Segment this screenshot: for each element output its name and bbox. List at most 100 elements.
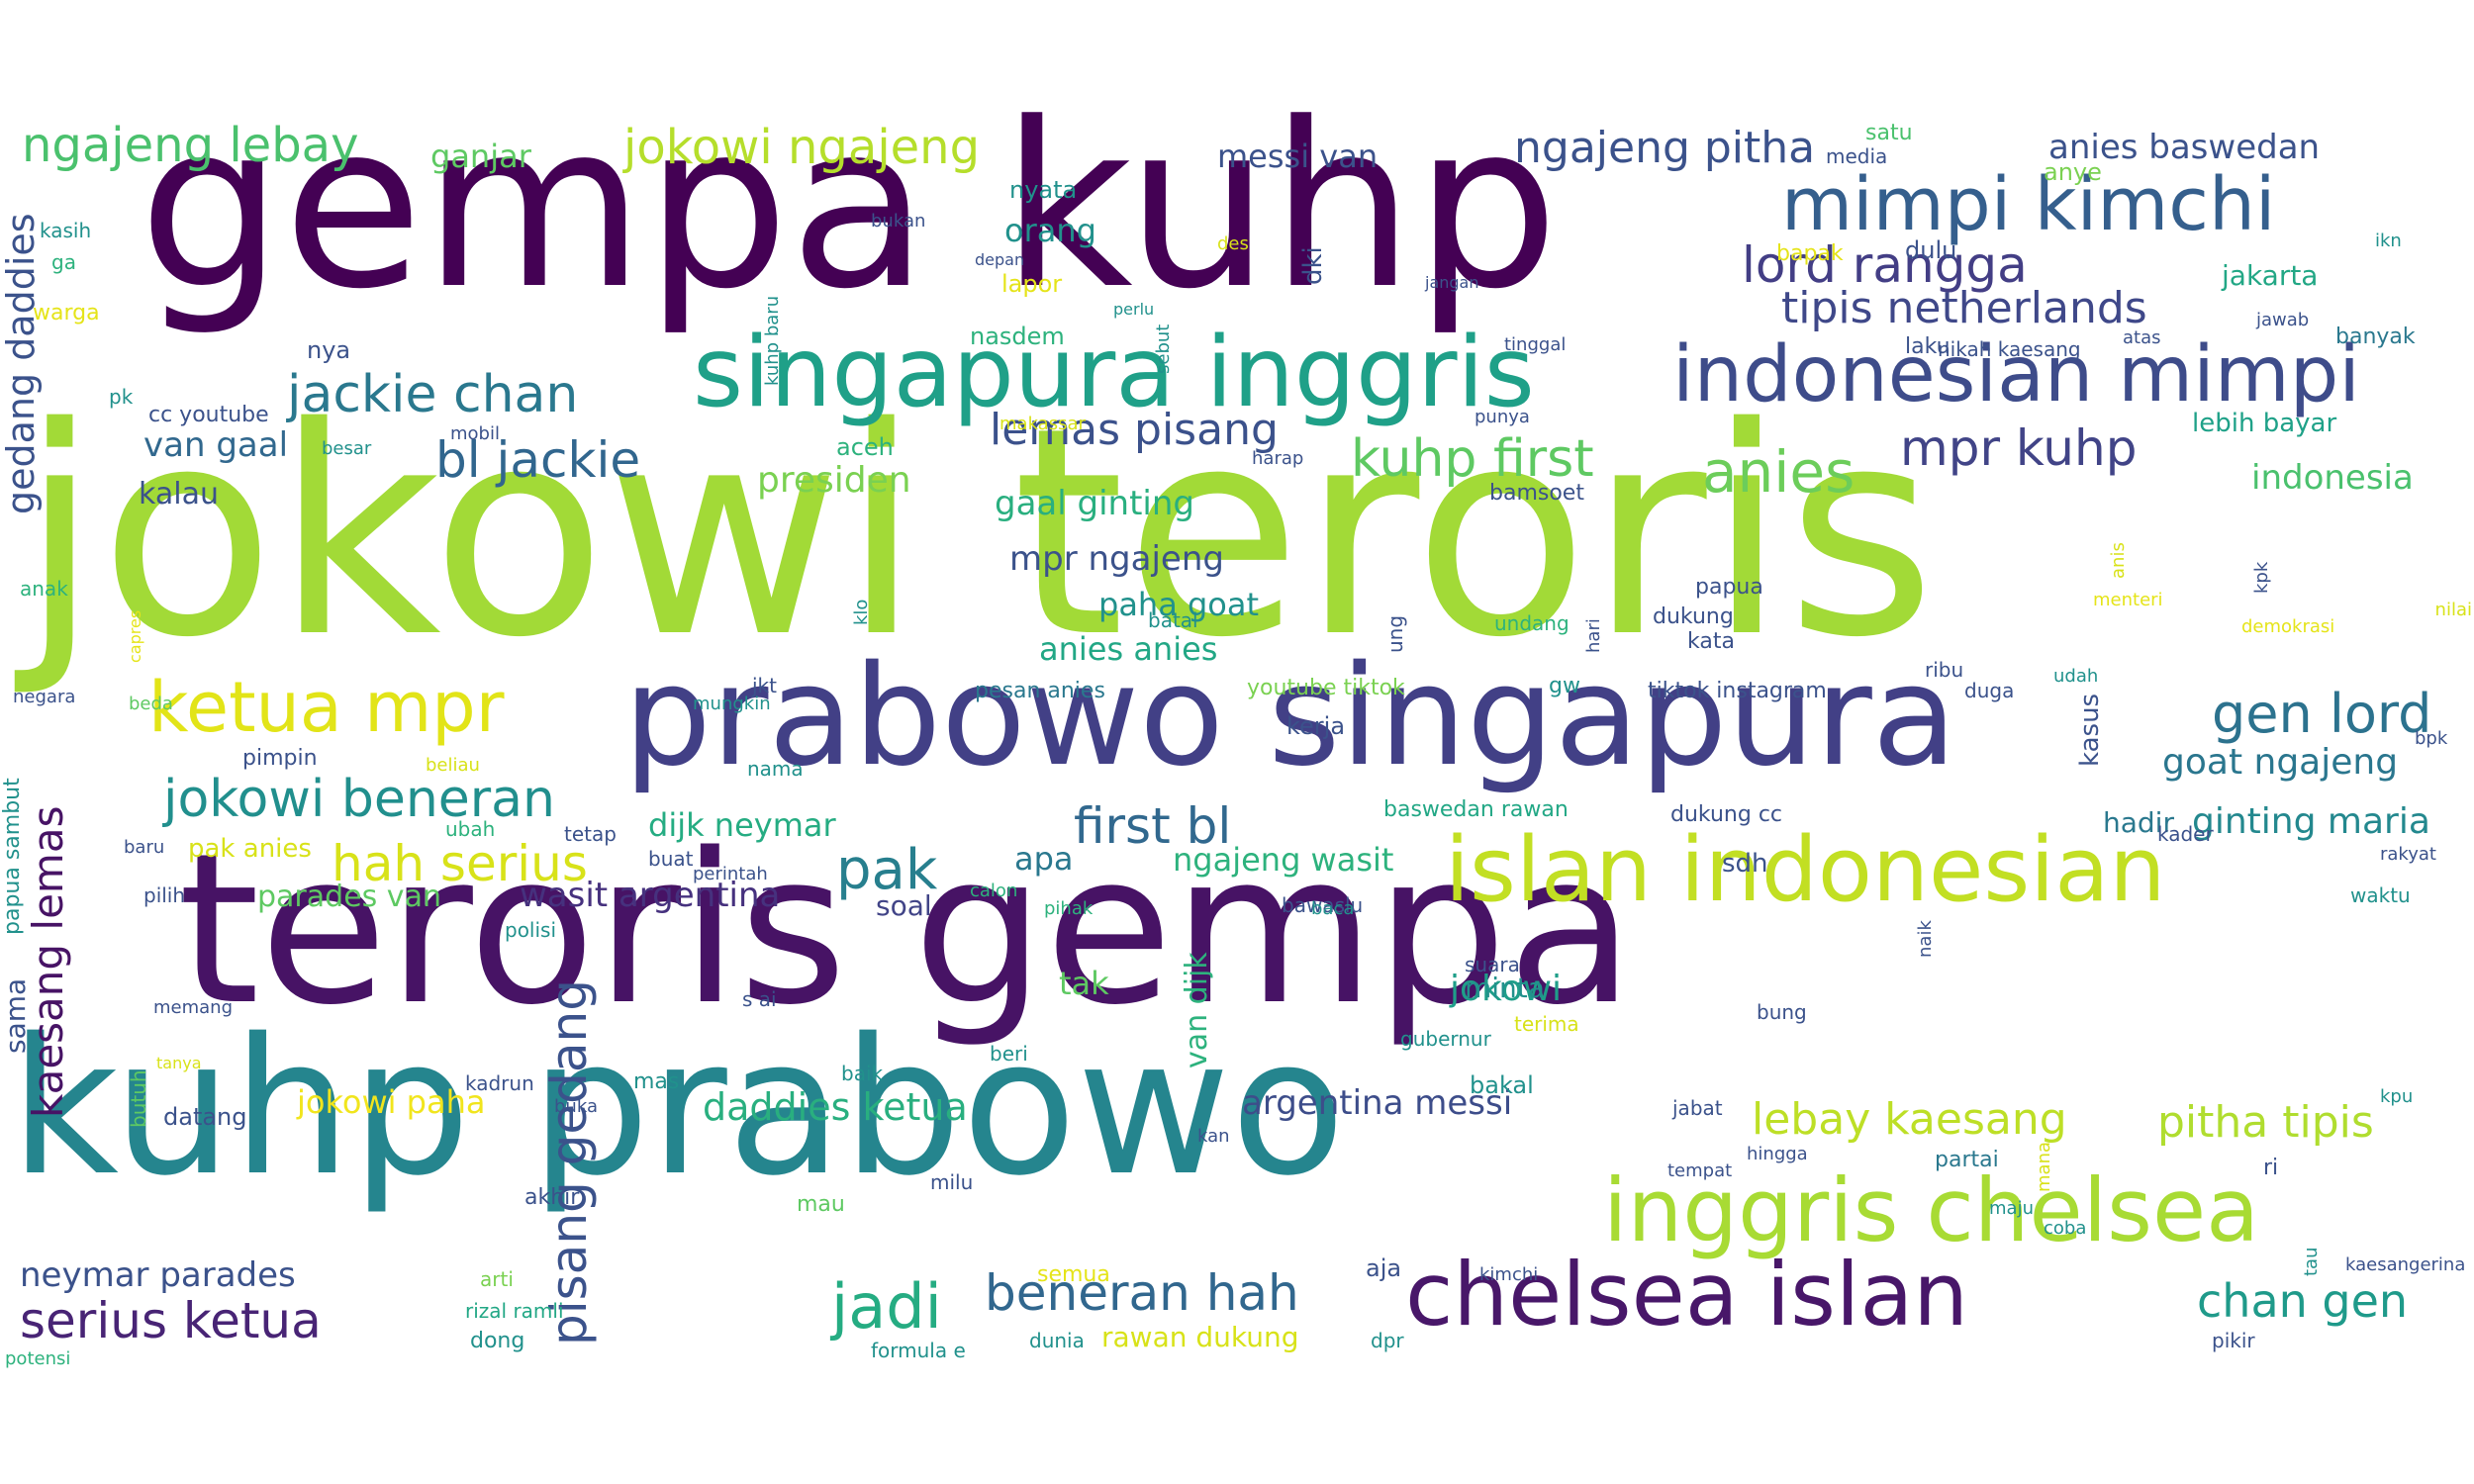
cloud-word: teroris gempa	[178, 808, 1635, 1051]
cloud-word: pitha tipis	[2157, 1097, 2374, 1148]
cloud-word: ketua mpr	[148, 667, 505, 748]
cloud-word: laku	[1905, 334, 1951, 359]
cloud-word: buka	[554, 1096, 598, 1117]
cloud-word: pak anies	[188, 834, 312, 864]
cloud-word: baru	[124, 837, 165, 858]
cloud-word: mpr ngajeng	[1009, 539, 1224, 579]
cloud-word: undang	[1494, 611, 1570, 635]
cloud-word: mau	[797, 1192, 845, 1217]
cloud-word: beri	[990, 1042, 1028, 1066]
cloud-word: anies anies	[1039, 630, 1218, 668]
cloud-word: mobil	[450, 423, 500, 444]
cloud-word: bakal	[1470, 1071, 1534, 1099]
cloud-word: harap	[1252, 448, 1304, 469]
cloud-word: jangan	[1425, 273, 1479, 292]
cloud-word: paha goat	[1098, 586, 1260, 623]
cloud-word: pikir	[2212, 1329, 2255, 1352]
cloud-word: anies baswedan	[2048, 128, 2321, 167]
cloud-word: kan	[1197, 1126, 1230, 1147]
cloud-word: jackie chan	[287, 365, 579, 424]
cloud-word: dpr	[1371, 1329, 1404, 1352]
cloud-word: s ai	[742, 987, 777, 1011]
cloud-word: kpu	[2380, 1086, 2414, 1107]
cloud-word: gubernur	[1400, 1027, 1491, 1051]
cloud-word: bpk	[2415, 728, 2448, 749]
cloud-word: pisang gedang	[540, 979, 598, 1345]
cloud-word: nya	[307, 336, 351, 364]
cloud-word: capres	[126, 609, 144, 663]
cloud-word: memang	[153, 997, 234, 1018]
cloud-word: aceh	[836, 433, 894, 461]
cloud-word: ngajeng pitha	[1514, 123, 1816, 173]
cloud-word: kuhp baru	[762, 295, 783, 386]
cloud-word: van dijk	[1180, 952, 1214, 1068]
cloud-word: ri	[2263, 1156, 2279, 1180]
cloud-word: pk	[109, 385, 134, 409]
cloud-word: rizal ramli	[465, 1299, 564, 1323]
cloud-word: soal	[876, 889, 932, 922]
cloud-word: orang	[1004, 212, 1096, 249]
cloud-word: dukung cc	[1670, 802, 1783, 827]
cloud-word: beliau	[426, 755, 480, 776]
cloud-word: arti	[480, 1267, 514, 1291]
cloud-word: sama	[0, 977, 32, 1054]
cloud-word: aja	[1366, 1254, 1402, 1282]
cloud-word: lord rangga	[1742, 236, 2028, 294]
cloud-word: anye	[2044, 158, 2102, 186]
cloud-word: mimpi kimchi	[1781, 162, 2276, 247]
cloud-word: mas	[633, 1069, 680, 1094]
cloud-word: sdh	[1722, 849, 1768, 879]
cloud-word: ga	[51, 250, 76, 274]
cloud-word: ribu	[1925, 658, 1964, 682]
cloud-word: duga	[1964, 679, 2015, 702]
cloud-word: naik	[1915, 920, 1936, 958]
cloud-word: prabowo singapura	[623, 636, 1957, 797]
cloud-word: goat ngajeng	[2162, 742, 2399, 783]
cloud-word: datang	[163, 1103, 247, 1131]
cloud-word: jabat	[1672, 1096, 1723, 1120]
cloud-word: islan indonesian	[1445, 818, 2166, 922]
cloud-word: tetap	[564, 822, 617, 846]
cloud-word: partai	[1935, 1148, 1999, 1172]
cloud-word: baca	[1311, 898, 1355, 919]
cloud-word: ginting maria	[2192, 801, 2430, 842]
cloud-word: pak	[836, 838, 938, 902]
cloud-word: jakarta	[2222, 259, 2319, 292]
cloud-word: jokowi ngajeng	[623, 120, 981, 175]
cloud-word: argentina messi	[1242, 1083, 1513, 1123]
cloud-word: pihak	[1044, 898, 1094, 919]
cloud-word: polisi	[505, 918, 557, 942]
cloud-word: kasus	[2075, 693, 2105, 767]
cloud-word: calon	[970, 881, 1018, 901]
cloud-word: jokowi	[1450, 969, 1563, 1009]
cloud-word: makassar	[999, 414, 1086, 434]
cloud-word: mana	[2034, 1141, 2054, 1192]
cloud-word: baswedan rawan	[1383, 797, 1569, 822]
cloud-word: bl jackie	[435, 431, 641, 489]
cloud-word: kasih	[40, 219, 92, 242]
cloud-word: warga	[33, 301, 100, 325]
cloud-word: akhir	[524, 1185, 580, 1210]
cloud-word: mpr kuhp	[1900, 419, 2138, 477]
cloud-word: hingga	[1747, 1144, 1808, 1164]
cloud-word: mungkin	[693, 694, 771, 714]
cloud-word: buat	[648, 847, 694, 871]
cloud-word: kaesang lemas	[24, 805, 72, 1118]
cloud-word: des	[1217, 233, 1249, 254]
cloud-word: apa	[1014, 840, 1074, 878]
cloud-word: ung	[1383, 614, 1407, 653]
cloud-word: kadrun	[465, 1071, 534, 1095]
cloud-word: ubah	[445, 817, 496, 841]
cloud-word: jawab	[2256, 310, 2310, 330]
cloud-word: dukung	[1653, 604, 1734, 629]
cloud-word: formula e	[871, 1339, 966, 1362]
cloud-word: papua	[1695, 575, 1763, 600]
cloud-word: lapor	[1001, 270, 1063, 298]
cloud-word: wasit argentina	[520, 876, 781, 915]
cloud-word: pesan anies	[975, 679, 1105, 703]
cloud-word: beda	[129, 694, 173, 714]
cloud-word: tipis netherlands	[1781, 283, 2147, 333]
cloud-word: banyak	[2335, 325, 2416, 349]
cloud-word: nilai	[2434, 600, 2472, 620]
cloud-word: gen lord	[2212, 683, 2432, 745]
